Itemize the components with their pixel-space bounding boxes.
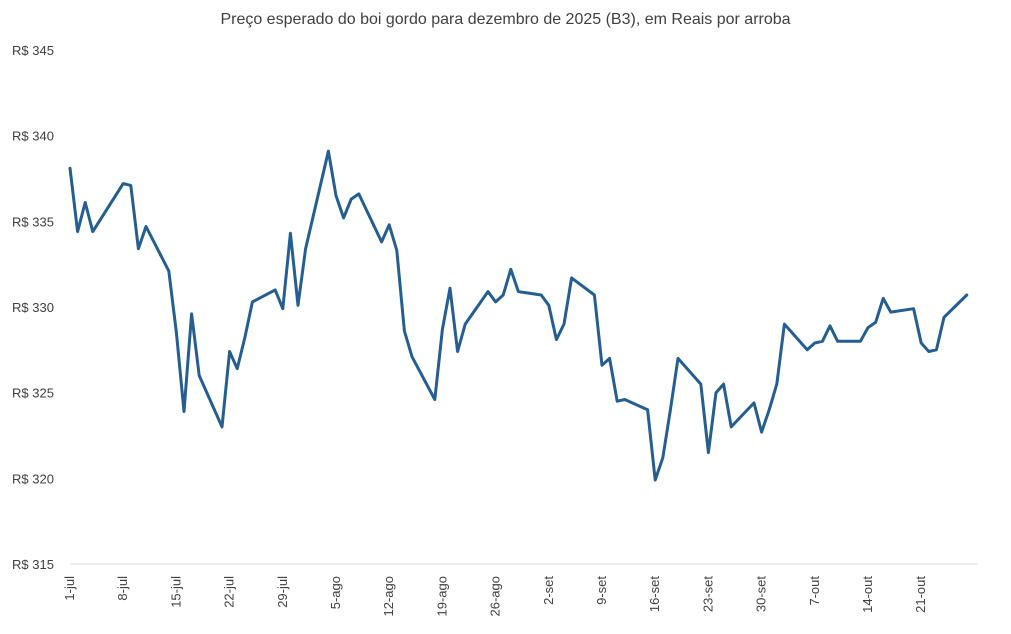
x-tick-label: 14-out <box>860 576 875 613</box>
y-tick-label: R$ 325 <box>12 386 54 401</box>
x-tick-label: 23-set <box>700 576 715 613</box>
x-tick-label: 8-jul <box>115 576 130 601</box>
x-tick-label: 26-ago <box>488 576 503 616</box>
x-tick-label: 5-ago <box>328 576 343 609</box>
chart-title: Preço esperado do boi gordo para dezembr… <box>220 11 791 28</box>
y-tick-label: R$ 335 <box>12 214 54 229</box>
x-tick-label: 16-set <box>647 576 662 613</box>
x-tick-label: 15-jul <box>168 576 183 608</box>
x-tick-label: 9-set <box>594 576 609 605</box>
y-tick-label: R$ 345 <box>12 43 54 58</box>
y-tick-label: R$ 315 <box>12 557 54 572</box>
x-tick-label: 22-jul <box>222 576 237 608</box>
x-tick-label: 1-jul <box>62 576 77 601</box>
x-tick-label: 7-out <box>807 576 822 606</box>
x-tick-label: 12-ago <box>381 576 396 616</box>
series-line <box>68 149 969 482</box>
x-tick-label: 2-set <box>541 576 556 605</box>
x-tick-label: 30-set <box>754 576 769 613</box>
x-axis: 1-jul 8-jul 15-jul 22-jul 29-jul 5-ago 12-ago 1… <box>62 563 978 616</box>
series-layer <box>68 149 969 482</box>
y-axis: R$ 315 R$ 320 R$ 325 R$ 330 R$ 335 R$ 340 R$ 3… <box>12 43 54 572</box>
y-tick-label: R$ 340 <box>12 129 54 144</box>
x-tick-label: 21-out <box>913 576 928 613</box>
y-tick-label: R$ 320 <box>12 471 54 486</box>
y-tick-label: R$ 330 <box>12 300 54 315</box>
x-tick-label: 19-ago <box>434 576 449 616</box>
x-tick-label: 29-jul <box>275 576 290 608</box>
